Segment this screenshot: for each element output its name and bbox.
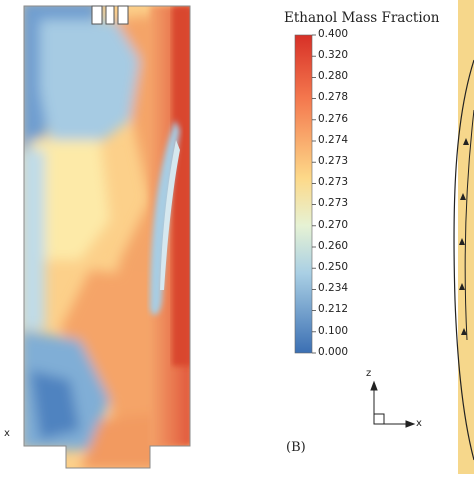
legend-title: Ethanol Mass Fraction	[284, 10, 440, 26]
legend-tick: 0.276	[318, 113, 349, 125]
contour-domain	[24, 6, 190, 468]
legend-tick: 0.273	[318, 176, 349, 188]
panel-c-partial	[453, 0, 474, 474]
legend-tick: 0.100	[318, 325, 349, 337]
legend-tick: 0.270	[318, 219, 349, 231]
legend-tick: 0.260	[318, 240, 349, 252]
coordinate-triad	[370, 380, 416, 428]
axis-label-x: x	[416, 418, 422, 429]
legend-tick: 0.274	[318, 134, 349, 146]
legend-tick: 0.212	[318, 303, 349, 315]
legend-tick: 0.273	[318, 155, 349, 167]
legend-tick: 0.280	[318, 70, 349, 82]
inlet-right	[117, 5, 129, 25]
inlet-left	[91, 5, 103, 25]
panel-label: (B)	[286, 440, 306, 455]
colorbar-ticks	[312, 34, 316, 354]
legend-tick: 0.250	[318, 261, 349, 273]
legend-tick: 0.400	[318, 28, 349, 40]
inlet-middle	[105, 5, 115, 25]
colorbar	[294, 34, 313, 354]
left-axis-label: x	[4, 428, 10, 439]
legend-tick: 0.320	[318, 49, 349, 61]
axis-label-z: z	[366, 368, 372, 379]
legend-tick: 0.278	[318, 91, 349, 103]
legend-tick: 0.000	[318, 346, 349, 358]
domain-outline	[23, 5, 191, 469]
legend-tick: 0.273	[318, 197, 349, 209]
legend-tick: 0.234	[318, 282, 349, 294]
